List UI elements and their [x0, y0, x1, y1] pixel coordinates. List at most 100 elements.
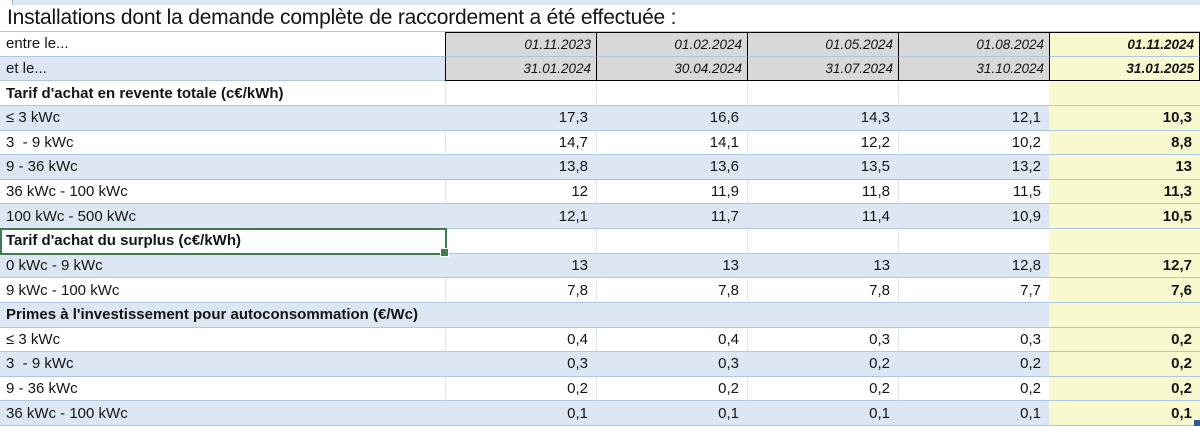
value-cell[interactable]: 0,1	[445, 401, 596, 426]
value-cell[interactable]	[445, 229, 596, 254]
row-label-cell[interactable]: et le...	[0, 56, 445, 82]
value-cell[interactable]: 01.08.2024	[898, 32, 1049, 57]
value-cell[interactable]: 31.10.2024	[898, 56, 1049, 82]
value-cell[interactable]	[747, 229, 898, 254]
value-cell[interactable]	[596, 229, 747, 254]
value-cell[interactable]: 01.05.2024	[747, 32, 898, 57]
value-cell[interactable]: 01.11.2023	[445, 32, 596, 57]
value-cell[interactable]: 13,5	[747, 155, 898, 180]
value-cell[interactable]: 7,8	[445, 278, 596, 303]
value-cell[interactable]: 12,2	[747, 130, 898, 156]
value-cell[interactable]: 12,8	[898, 253, 1049, 279]
row-label-cell[interactable]: Primes à l'investissement pour autoconso…	[0, 302, 445, 328]
value-cell[interactable]: 12	[445, 179, 596, 205]
value-cell[interactable]: 0,2	[1049, 352, 1200, 377]
value-cell[interactable]: 0,1	[898, 401, 1049, 426]
value-cell[interactable]	[747, 302, 898, 328]
value-cell[interactable]: 14,1	[596, 130, 747, 156]
value-cell[interactable]: 13	[445, 253, 596, 279]
value-cell[interactable]: 0,1	[596, 401, 747, 426]
value-cell[interactable]	[1049, 302, 1200, 328]
value-cell[interactable]: 10,5	[1049, 204, 1200, 229]
value-cell[interactable]: 0,4	[596, 327, 747, 353]
value-cell[interactable]: 13	[1049, 155, 1200, 180]
value-cell[interactable]: 0,3	[596, 352, 747, 377]
value-cell[interactable]	[898, 229, 1049, 254]
value-cell[interactable]: 30.04.2024	[596, 56, 747, 82]
row-label-cell[interactable]: 100 kWc - 500 kWc	[0, 204, 445, 229]
value-cell[interactable]: 13	[596, 253, 747, 279]
row-label-cell[interactable]: ≤ 3 kWc	[0, 327, 445, 353]
value-cell[interactable]: 0,2	[1049, 327, 1200, 353]
value-cell[interactable]	[1049, 229, 1200, 254]
value-cell[interactable]: 10,9	[898, 204, 1049, 229]
value-cell[interactable]: 0,2	[596, 376, 747, 402]
value-cell[interactable]: 0,4	[445, 327, 596, 353]
value-cell[interactable]: 0,2	[445, 376, 596, 402]
value-cell[interactable]: 13	[747, 253, 898, 279]
value-cell[interactable]: 7,7	[898, 278, 1049, 303]
value-cell[interactable]: 01.02.2024	[596, 32, 747, 57]
value-cell[interactable]: 12,7	[1049, 253, 1200, 279]
value-cell[interactable]: 14,3	[747, 105, 898, 131]
row-label-cell[interactable]: 36 kWc - 100 kWc	[0, 401, 445, 426]
value-cell[interactable]: 11,4	[747, 204, 898, 229]
value-cell[interactable]: 7,8	[596, 278, 747, 303]
row-above-sliver	[0, 0, 1200, 5]
value-cell[interactable]: 10,2	[898, 130, 1049, 156]
value-cell[interactable]: 0,2	[898, 376, 1049, 402]
value-cell[interactable]: 11,7	[596, 204, 747, 229]
selection-corner-artifact	[1194, 420, 1200, 426]
value-cell[interactable]: 16,6	[596, 105, 747, 131]
row-label-cell[interactable]: Tarif d'achat du surplus (c€/kWh)	[0, 229, 445, 254]
title-cell[interactable]: Installations dont la demande complète d…	[0, 5, 1200, 32]
value-cell[interactable]: 0,3	[898, 327, 1049, 353]
row-label-cell[interactable]: 3 - 9 kWc	[0, 352, 445, 377]
row-label-cell[interactable]: 9 - 36 kWc	[0, 376, 445, 402]
value-cell[interactable]: 31.07.2024	[747, 56, 898, 82]
row-label-cell[interactable]: 3 - 9 kWc	[0, 130, 445, 156]
value-cell[interactable]	[747, 81, 898, 106]
value-cell[interactable]: 0,2	[1049, 376, 1200, 402]
value-cell[interactable]: 0,1	[1049, 401, 1200, 426]
value-cell[interactable]: 13,2	[898, 155, 1049, 180]
value-cell[interactable]: 0,2	[898, 352, 1049, 377]
row-label-cell[interactable]: Tarif d'achat en revente totale (c€/kWh)	[0, 81, 445, 106]
row-label-cell[interactable]: 36 kWc - 100 kWc	[0, 179, 445, 205]
value-cell[interactable]: 8,8	[1049, 130, 1200, 156]
value-cell[interactable]: 13,8	[445, 155, 596, 180]
value-cell[interactable]: 12,1	[445, 204, 596, 229]
row-label-cell[interactable]: ≤ 3 kWc	[0, 105, 445, 131]
value-cell[interactable]	[445, 81, 596, 106]
value-cell[interactable]: 11,5	[898, 179, 1049, 205]
value-cell[interactable]: 11,3	[1049, 179, 1200, 205]
value-cell[interactable]: 0,3	[445, 352, 596, 377]
row-label-cell[interactable]: 9 kWc - 100 kWc	[0, 278, 445, 303]
value-cell[interactable]	[445, 302, 596, 328]
value-cell[interactable]: 01.11.2024	[1049, 32, 1200, 57]
value-cell[interactable]: 0,3	[747, 327, 898, 353]
value-cell[interactable]: 10,3	[1049, 105, 1200, 131]
value-cell[interactable]: 0,2	[747, 352, 898, 377]
row-label-cell[interactable]: 9 - 36 kWc	[0, 155, 445, 180]
value-cell[interactable]: 0,1	[747, 401, 898, 426]
value-cell[interactable]	[596, 81, 747, 106]
row-label-cell[interactable]: 0 kWc - 9 kWc	[0, 253, 445, 279]
value-cell[interactable]: 11,8	[747, 179, 898, 205]
value-cell[interactable]	[898, 81, 1049, 106]
value-cell[interactable]: 14,7	[445, 130, 596, 156]
value-cell[interactable]: 7,8	[747, 278, 898, 303]
value-cell[interactable]: 7,6	[1049, 278, 1200, 303]
value-cell[interactable]: 31.01.2025	[1049, 56, 1200, 82]
value-cell[interactable]: 0,2	[747, 376, 898, 402]
value-cell[interactable]: 12,1	[898, 105, 1049, 131]
value-cell[interactable]: 11,9	[596, 179, 747, 205]
value-cell[interactable]	[898, 302, 1049, 328]
value-cell[interactable]: 17,3	[445, 105, 596, 131]
row-label-cell[interactable]: entre le...	[0, 32, 445, 57]
value-cell[interactable]: 31.01.2024	[445, 56, 596, 82]
value-cell[interactable]: 13,6	[596, 155, 747, 180]
value-cell[interactable]	[596, 302, 747, 328]
value-cell[interactable]	[1049, 81, 1200, 106]
